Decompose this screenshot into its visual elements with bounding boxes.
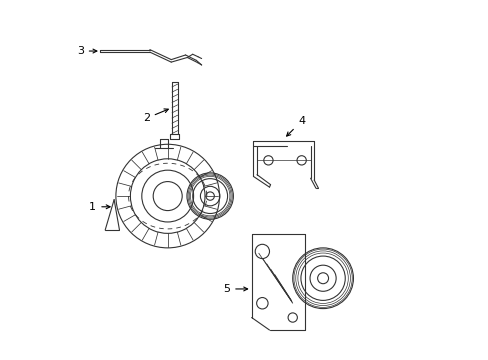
- Text: 1: 1: [89, 202, 110, 212]
- Text: 5: 5: [223, 284, 247, 294]
- Text: 3: 3: [77, 46, 97, 56]
- Text: 2: 2: [142, 109, 168, 123]
- Text: 4: 4: [286, 116, 305, 136]
